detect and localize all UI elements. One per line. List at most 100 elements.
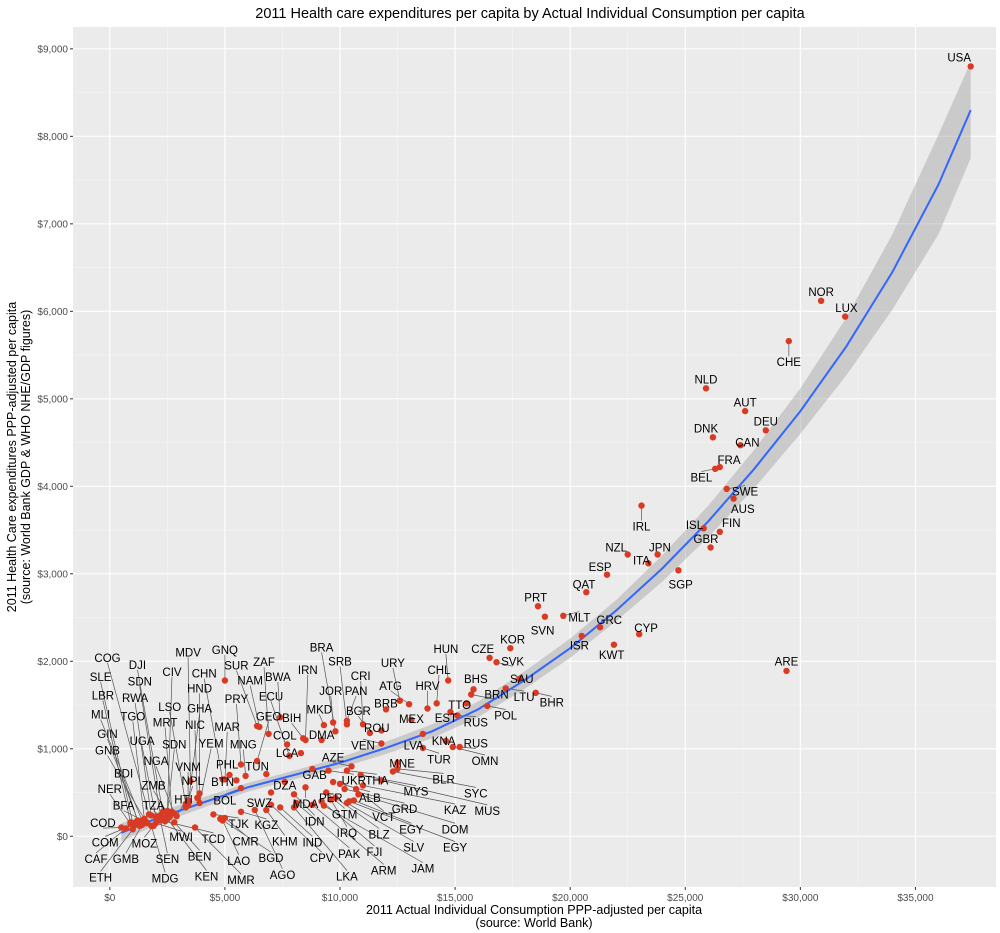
data-point [730,495,737,502]
data-point [281,778,288,786]
point-label: DEU [754,417,778,429]
leader-line [392,771,476,788]
point-label: CZE [471,644,494,656]
data-point [233,777,240,784]
data-point [242,772,249,780]
data-point [741,407,749,415]
point-label: MLI [91,710,110,722]
data-point [357,771,364,779]
data-point [382,706,390,713]
data-point [265,730,272,738]
data-point [263,806,270,814]
point-label: HUN [433,644,458,656]
leader-line [224,817,246,836]
point-label: COG [94,653,120,665]
point-label: NPL [182,776,205,788]
data-point [237,808,245,815]
data-point [516,675,523,682]
point-label: VNM [175,762,201,774]
data-point [532,689,539,696]
point-label: HTI [174,795,193,807]
point-label: BLZ [369,830,390,842]
leader-line [296,802,350,849]
point-label: BGD [259,853,284,865]
point-label: LVA [404,740,424,752]
point-label: MEX [399,714,424,726]
leader-line [254,809,283,869]
point-label: SDN [162,739,186,751]
data-point [302,784,309,791]
point-label: SAU [510,674,534,686]
leader-line [194,827,242,875]
data-point [297,749,305,757]
data-point [534,603,542,610]
data-point [456,743,463,751]
leader-line [240,811,267,820]
point-label: PER [319,793,343,805]
point-label: BHR [540,697,564,709]
point-label: CAN [735,438,759,450]
data-point [700,525,707,532]
data-point [267,789,275,796]
data-point [318,736,325,744]
data-point [723,485,730,493]
point-label: GBR [694,534,719,546]
data-point [309,765,316,773]
data-point [712,465,719,472]
point-label: PAN [345,686,368,698]
point-label: SLV [403,843,424,855]
data-point [507,645,514,652]
leader-line [335,797,380,829]
data-point [378,727,385,734]
data-point [237,784,245,792]
data-point [253,722,261,730]
point-label: POL [494,711,518,723]
point-label: ITA [633,556,650,568]
leader-line [277,682,281,718]
data-point [389,768,397,775]
point-label: SDN [128,676,152,688]
point-label: PHL [216,760,239,772]
leader-line [339,666,348,725]
data-point [624,551,631,558]
data-point [332,728,339,735]
point-label: KEN [195,872,219,884]
grid-minor [73,27,996,887]
data-point [654,551,661,558]
data-point [182,800,189,808]
leader-line [392,667,401,701]
leader-line [242,749,246,776]
leader-line [95,828,127,854]
point-label: DMA [309,730,335,742]
point-label: ETH [89,872,112,884]
point-label: SLE [90,672,112,684]
leader-line [155,822,182,832]
leader-line [100,829,134,872]
point-label: TJK [228,819,249,831]
leader-line [397,768,444,774]
y-tick-label: $9,000 [37,44,68,55]
point-label: MOZ [132,838,158,850]
leader-line [224,731,228,780]
point-label: GTM [332,809,358,821]
data-point [442,737,450,745]
point-label: BWA [265,672,291,684]
point-label: IND [302,837,322,849]
data-point [283,741,291,748]
y-tick-label: $2,000 [37,657,68,668]
point-label: ECU [259,691,283,703]
point-label: MYS [404,787,429,799]
point-label: LUX [835,303,858,315]
y-tick-label: $7,000 [37,219,68,230]
point-label: TCD [202,834,226,846]
point-label: RUS [464,718,489,730]
point-label: AUS [731,504,755,516]
leader-line [141,745,157,818]
point-label: LKA [336,872,358,884]
data-point [419,730,427,738]
leader-line [360,774,417,786]
data-point [610,641,618,648]
point-label: MNE [389,759,415,771]
point-label: BRA [310,642,334,654]
point-label: GMB [113,854,140,866]
